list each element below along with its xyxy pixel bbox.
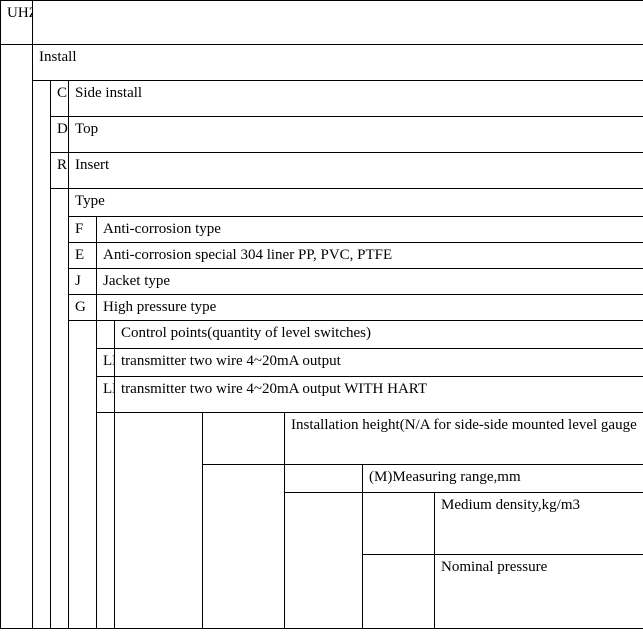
header-blank [33,1,643,45]
type-label-F: Anti-corrosion type [97,217,643,243]
control-code-LR: LR [97,349,115,377]
col2-spacer [51,189,69,629]
type-code-J: J [69,269,97,295]
col7-spacer [285,493,363,629]
col0-spacer [1,45,33,629]
type-code-F: F [69,217,97,243]
spec-table: UHZ Install C Side install D Top R Inser… [0,0,643,629]
col5-spacer [115,413,203,629]
measuring-range: (M)Measuring range,mm [363,465,643,493]
control-label-LB: transmitter two wire 4~20mA output WITH … [115,377,643,413]
col4-spacer [97,413,115,629]
col3-spacer [69,321,97,629]
install-code-C: C [51,81,69,117]
col8-spacer [363,555,435,629]
type-label-J: Jacket type [97,269,643,295]
spec-table-container: UHZ Install C Side install D Top R Inser… [0,0,643,641]
col1-spacer [33,81,51,629]
install-code-D: D [51,117,69,153]
install-label-R: Insert [69,153,643,189]
measuring-range-blank [285,465,363,493]
col6-spacer [203,465,285,629]
medium-density: Medium density,kg/m3 [435,493,643,555]
nominal-pressure: Nominal pressure [435,555,643,629]
install-label-D: Top [69,117,643,153]
install-label-C: Side install [69,81,643,117]
type-code-E: E [69,243,97,269]
type-label-E: Anti-corrosion special 304 liner PP, PVC… [97,243,643,269]
type-label-G: High pressure type [97,295,643,321]
product-code-cell: UHZ [1,1,33,45]
type-title: Type [69,189,643,217]
type-code-G: G [69,295,97,321]
control-title: Control points(quantity of level switche… [115,321,643,349]
install-code-R: R [51,153,69,189]
control-blank-left [97,321,115,349]
install-height-blank [203,413,285,465]
control-code-LB: LB [97,377,115,413]
installation-height: Installation height(N/A for side-side mo… [285,413,643,465]
control-label-LR: transmitter two wire 4~20mA output [115,349,643,377]
install-title: Install [33,45,643,81]
medium-density-blank [363,493,435,555]
